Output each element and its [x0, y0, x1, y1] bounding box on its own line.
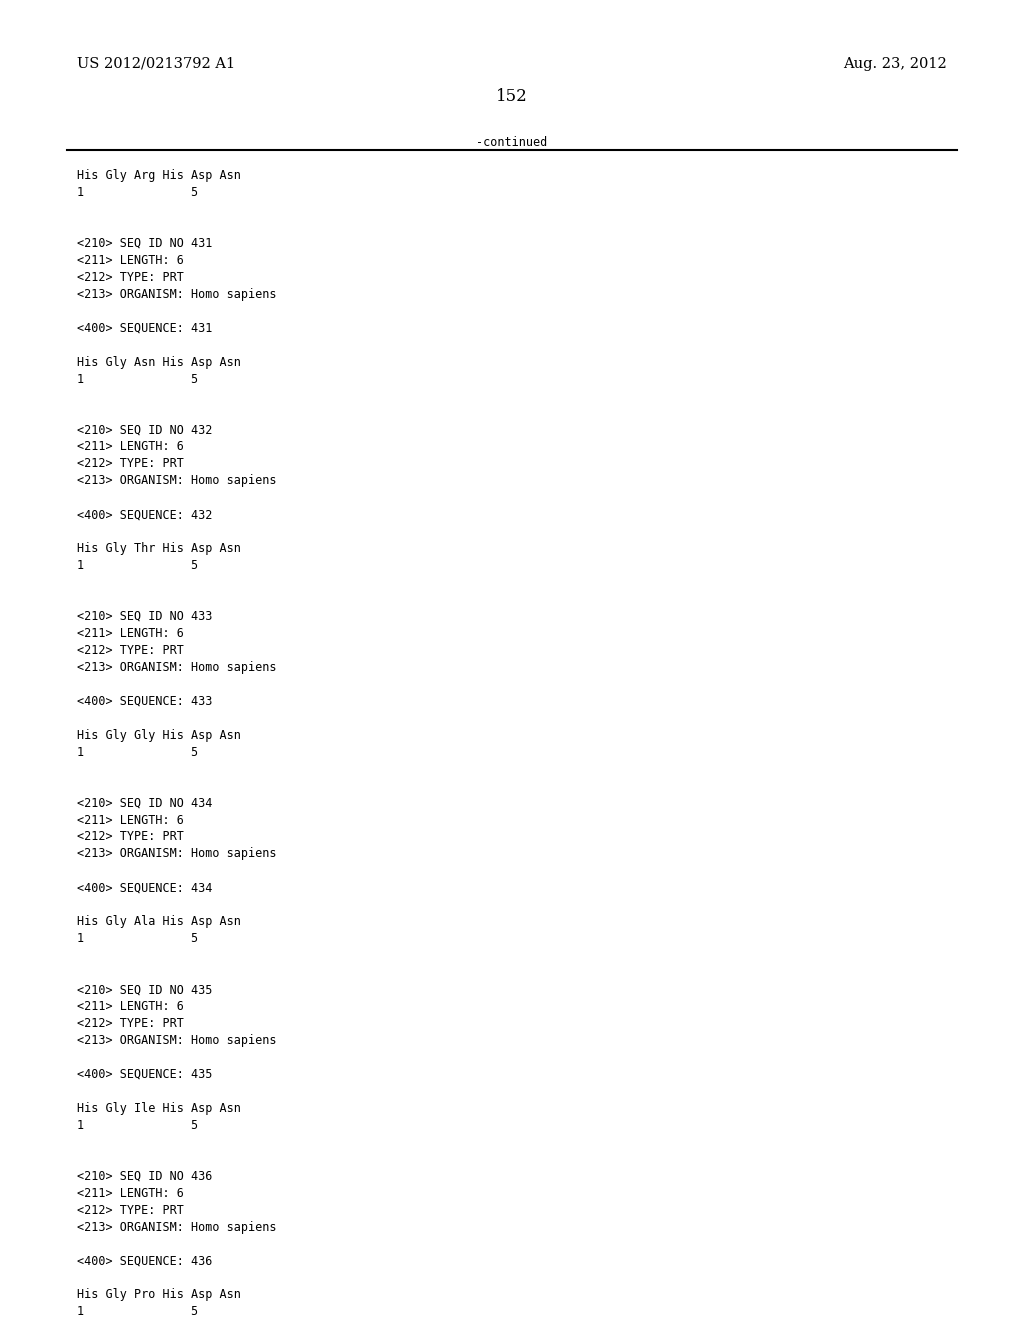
Text: <211> LENGTH: 6: <211> LENGTH: 6 [77, 253, 183, 267]
Text: <211> LENGTH: 6: <211> LENGTH: 6 [77, 627, 183, 640]
Text: 1               5: 1 5 [77, 1119, 198, 1131]
Text: 1               5: 1 5 [77, 746, 198, 759]
Text: His Gly Arg His Asp Asn: His Gly Arg His Asp Asn [77, 169, 241, 182]
Text: <212> TYPE: PRT: <212> TYPE: PRT [77, 644, 183, 657]
Text: 1               5: 1 5 [77, 372, 198, 385]
Text: <400> SEQUENCE: 433: <400> SEQUENCE: 433 [77, 694, 212, 708]
Text: <213> ORGANISM: Homo sapiens: <213> ORGANISM: Homo sapiens [77, 1034, 276, 1047]
Text: <210> SEQ ID NO 432: <210> SEQ ID NO 432 [77, 424, 212, 437]
Text: <212> TYPE: PRT: <212> TYPE: PRT [77, 830, 183, 843]
Text: <400> SEQUENCE: 432: <400> SEQUENCE: 432 [77, 508, 212, 521]
Text: His Gly Ala His Asp Asn: His Gly Ala His Asp Asn [77, 915, 241, 928]
Text: Aug. 23, 2012: Aug. 23, 2012 [844, 57, 947, 71]
Text: <400> SEQUENCE: 436: <400> SEQUENCE: 436 [77, 1254, 212, 1267]
Text: <400> SEQUENCE: 431: <400> SEQUENCE: 431 [77, 322, 212, 334]
Text: <210> SEQ ID NO 431: <210> SEQ ID NO 431 [77, 236, 212, 249]
Text: His Gly Asn His Asp Asn: His Gly Asn His Asp Asn [77, 355, 241, 368]
Text: <213> ORGANISM: Homo sapiens: <213> ORGANISM: Homo sapiens [77, 661, 276, 673]
Text: <213> ORGANISM: Homo sapiens: <213> ORGANISM: Homo sapiens [77, 474, 276, 487]
Text: <210> SEQ ID NO 434: <210> SEQ ID NO 434 [77, 796, 212, 809]
Text: His Gly Ile His Asp Asn: His Gly Ile His Asp Asn [77, 1102, 241, 1115]
Text: 1               5: 1 5 [77, 560, 198, 572]
Text: His Gly Pro His Asp Asn: His Gly Pro His Asp Asn [77, 1288, 241, 1302]
Text: US 2012/0213792 A1: US 2012/0213792 A1 [77, 57, 234, 71]
Text: <213> ORGANISM: Homo sapiens: <213> ORGANISM: Homo sapiens [77, 1221, 276, 1234]
Text: <211> LENGTH: 6: <211> LENGTH: 6 [77, 1187, 183, 1200]
Text: -continued: -continued [476, 136, 548, 149]
Text: <211> LENGTH: 6: <211> LENGTH: 6 [77, 813, 183, 826]
Text: <212> TYPE: PRT: <212> TYPE: PRT [77, 1204, 183, 1217]
Text: <400> SEQUENCE: 434: <400> SEQUENCE: 434 [77, 882, 212, 895]
Text: <210> SEQ ID NO 433: <210> SEQ ID NO 433 [77, 610, 212, 623]
Text: 152: 152 [496, 88, 528, 106]
Text: <211> LENGTH: 6: <211> LENGTH: 6 [77, 1001, 183, 1012]
Text: His Gly Gly His Asp Asn: His Gly Gly His Asp Asn [77, 729, 241, 742]
Text: <213> ORGANISM: Homo sapiens: <213> ORGANISM: Homo sapiens [77, 847, 276, 861]
Text: 1               5: 1 5 [77, 1305, 198, 1319]
Text: <212> TYPE: PRT: <212> TYPE: PRT [77, 457, 183, 470]
Text: <210> SEQ ID NO 436: <210> SEQ ID NO 436 [77, 1170, 212, 1183]
Text: 1               5: 1 5 [77, 932, 198, 945]
Text: <212> TYPE: PRT: <212> TYPE: PRT [77, 1018, 183, 1030]
Text: <212> TYPE: PRT: <212> TYPE: PRT [77, 271, 183, 284]
Text: <400> SEQUENCE: 435: <400> SEQUENCE: 435 [77, 1068, 212, 1081]
Text: <211> LENGTH: 6: <211> LENGTH: 6 [77, 441, 183, 453]
Text: His Gly Thr His Asp Asn: His Gly Thr His Asp Asn [77, 543, 241, 556]
Text: <210> SEQ ID NO 435: <210> SEQ ID NO 435 [77, 983, 212, 997]
Text: 1               5: 1 5 [77, 186, 198, 199]
Text: <213> ORGANISM: Homo sapiens: <213> ORGANISM: Homo sapiens [77, 288, 276, 301]
